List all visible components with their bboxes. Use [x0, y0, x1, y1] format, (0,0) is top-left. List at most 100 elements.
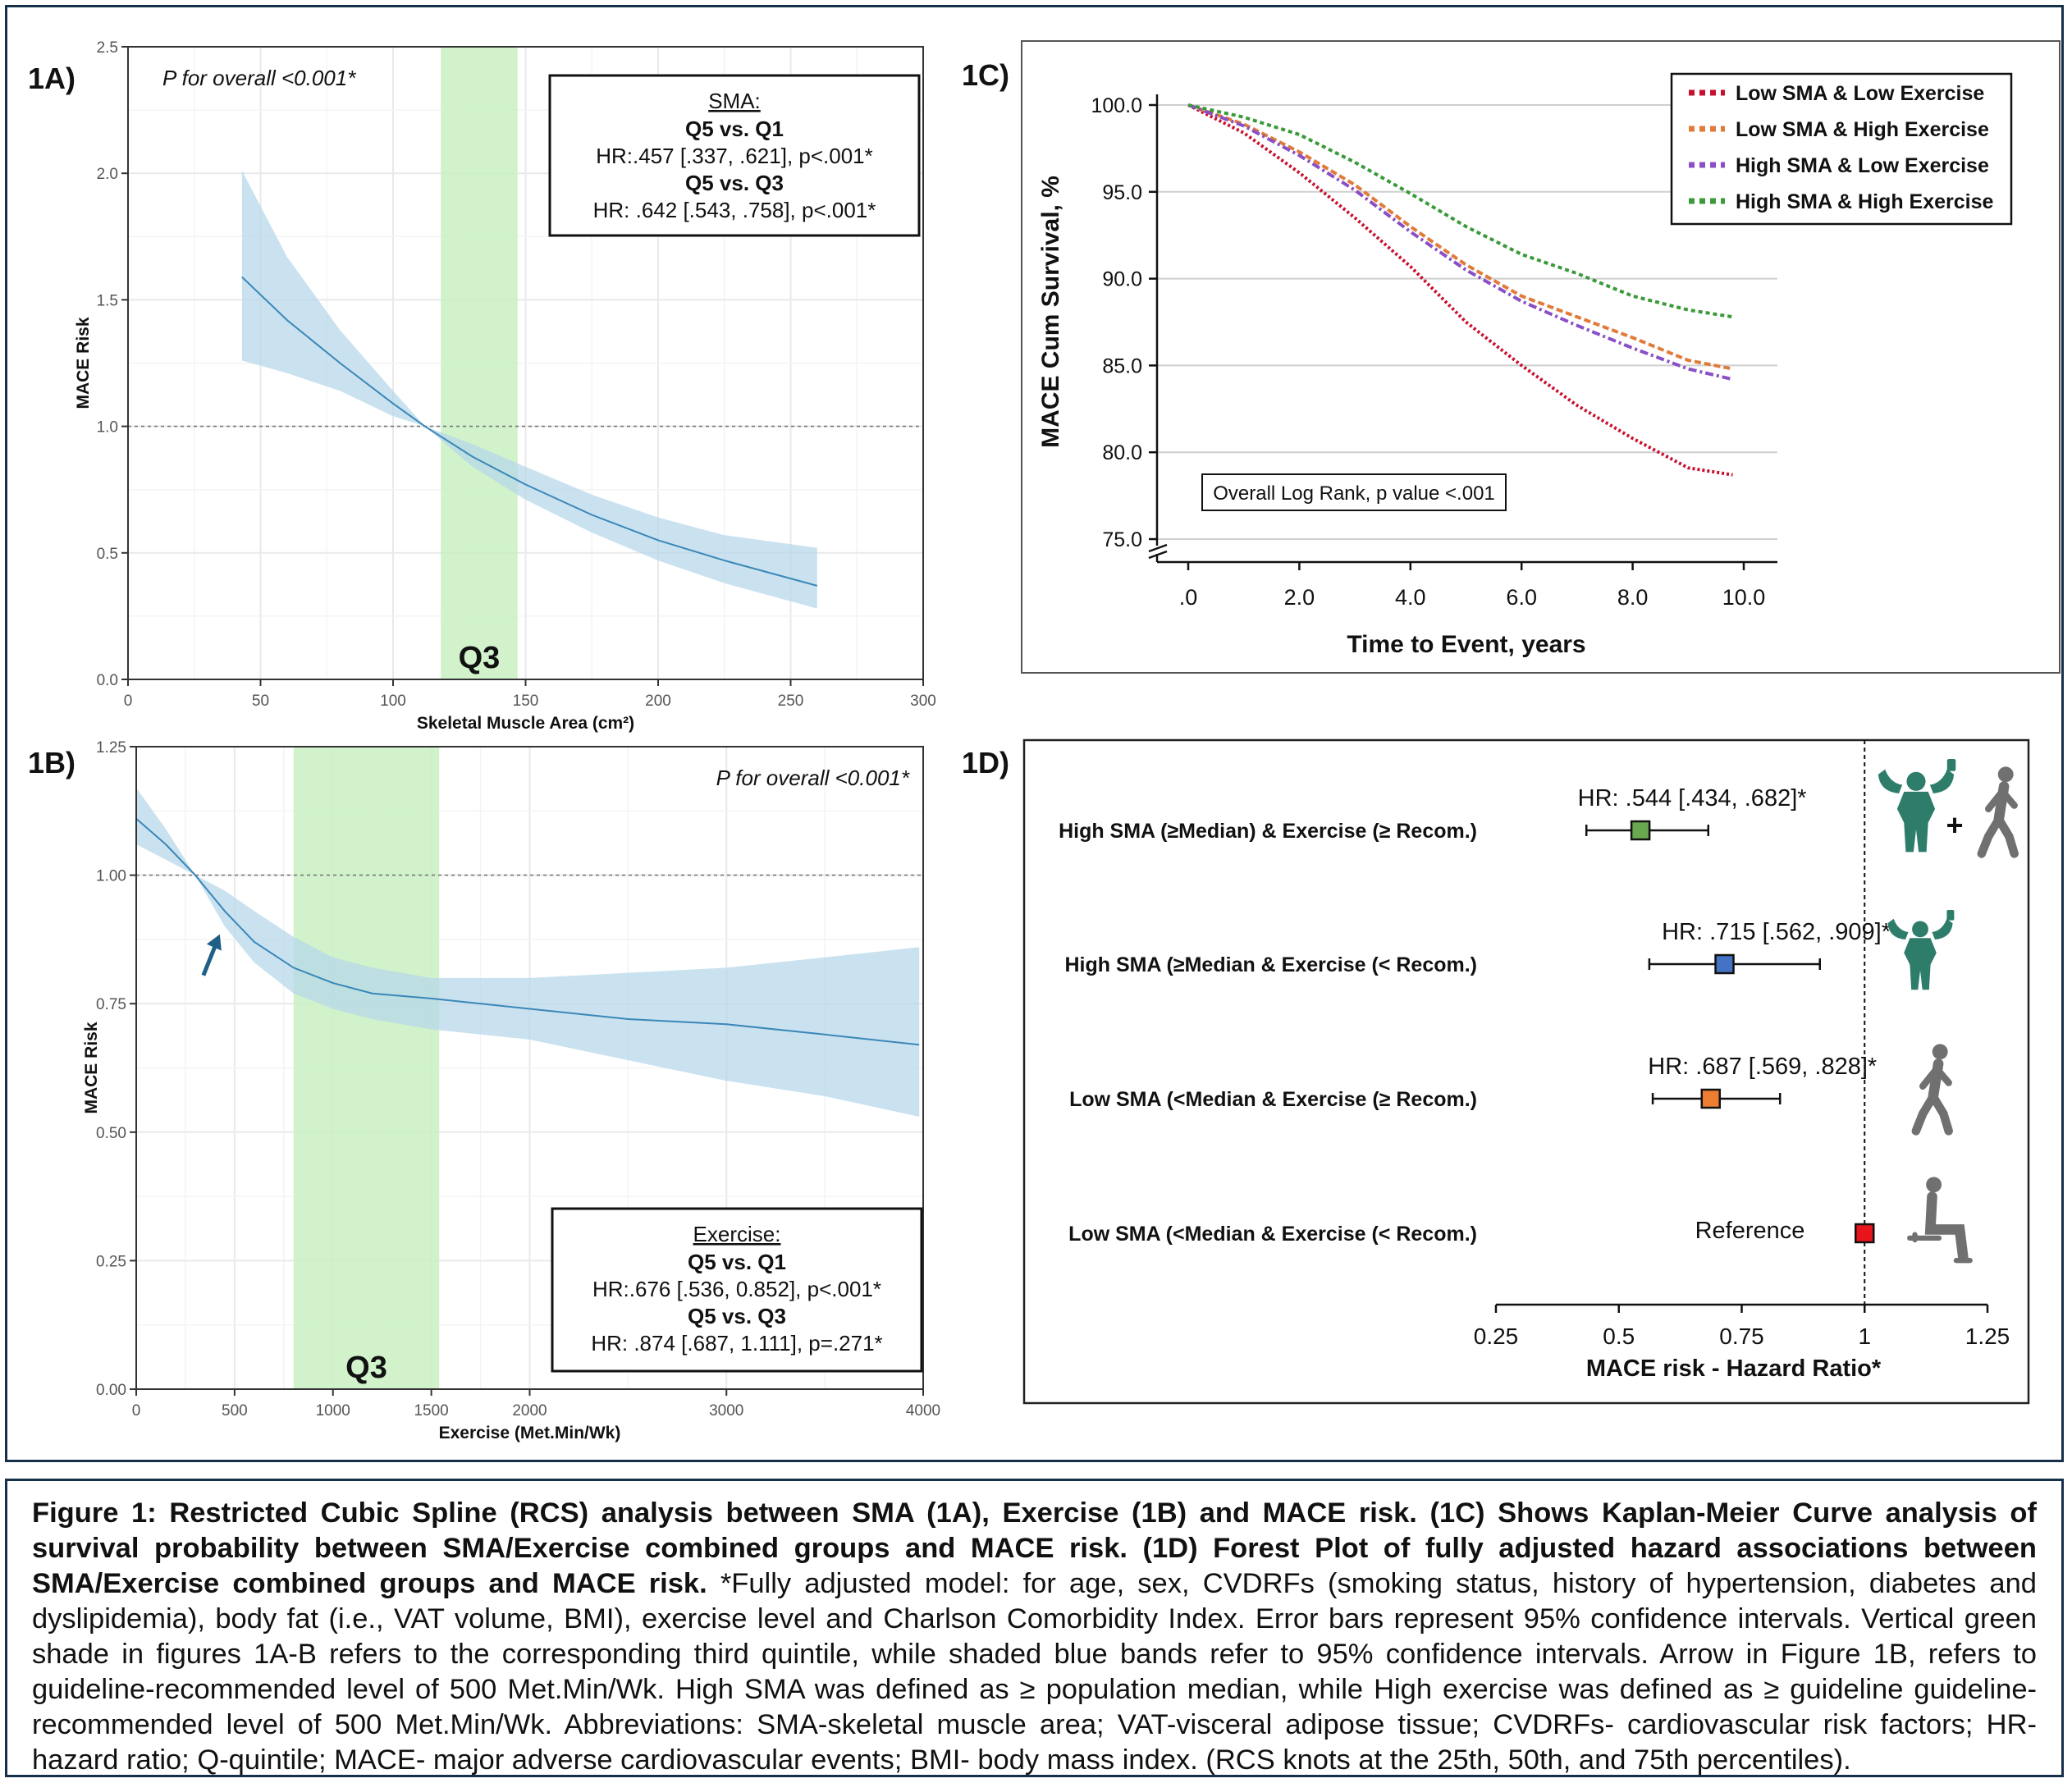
panel-label-1a: 1A)	[28, 62, 75, 95]
forest-row-label: High SMA (≥Median & Exercise (< Recom.)	[1065, 953, 1478, 976]
walker-head	[1932, 1044, 1948, 1060]
km-curve-3	[1187, 103, 1733, 382]
x-tick-label: 200	[645, 693, 671, 710]
walking-person-icon	[1977, 766, 2019, 858]
plus-icon: +	[1946, 808, 1963, 842]
forest-panel-border	[1022, 738, 2030, 1405]
y-axis-title: MACE Risk	[74, 317, 93, 409]
hr-legend-title: SMA:	[708, 89, 761, 113]
q3-shaded-region	[441, 47, 518, 679]
y-tick-label: 1.00	[96, 868, 126, 885]
x-tick-label: .0	[1179, 585, 1198, 610]
y-axis-title: MACE Risk	[82, 1022, 101, 1113]
x-tick-label: 50	[252, 693, 269, 710]
hr-legend-box	[551, 1207, 923, 1373]
x-tick-label: 1500	[414, 1402, 448, 1420]
muscle-torso	[1904, 938, 1937, 990]
q3-label: Q3	[345, 1351, 387, 1385]
hr-legend-value: HR:.457 [.337, .621], p<.001*	[596, 144, 873, 168]
muscle-right-arm	[1932, 918, 1953, 940]
km-legend-label: High SMA & High Exercise	[1736, 190, 1994, 213]
x-axis-title: Exercise (Met.Min/Wk)	[439, 1424, 621, 1442]
walking-person-icon	[1911, 1044, 1953, 1136]
x-tick-label: 6.0	[1506, 585, 1537, 610]
hr-legend-title: Exercise:	[693, 1222, 781, 1246]
x-tick-label: 2000	[512, 1402, 547, 1420]
hr-point-marker	[1855, 1223, 1875, 1244]
x-tick-label: 0.25	[1474, 1324, 1519, 1349]
y-tick-label: 0.75	[96, 996, 126, 1013]
hr-point-marker	[1630, 820, 1651, 841]
chart-1b: 1B) 0 500 1000 1500 2000 3000 4000 0.00 0.25 0.50…	[28, 739, 940, 1442]
km-curve-4	[1187, 103, 1733, 319]
caption-body-text: *Fully adjusted model: for age, sex, CVD…	[32, 1568, 2037, 1776]
km-legend-box	[1670, 72, 2013, 226]
y-tick-label: 75.0	[1102, 528, 1142, 551]
panel-label-1d: 1D)	[962, 746, 1009, 779]
walker-head	[1997, 766, 2014, 783]
hr-legend-value: HR:.676 [.536, 0.852], p<.001*	[592, 1277, 881, 1301]
x-tick-label: 1	[1858, 1324, 1871, 1349]
log-rank-box	[1201, 473, 1507, 511]
x-axis-title: MACE risk - Hazard Ratio*	[1586, 1356, 1882, 1382]
y-tick-label: 1.25	[96, 739, 126, 757]
x-tick-label: 1.25	[1965, 1324, 2010, 1349]
walker-legs	[1977, 815, 2019, 858]
x-tick-label: 300	[910, 693, 936, 710]
reference-label: Reference	[1695, 1218, 1805, 1244]
km-curve-2	[1187, 103, 1733, 371]
x-tick-label: 150	[513, 693, 539, 710]
hr-estimate-line	[241, 276, 818, 587]
chart-1c: 1C) 75.0 80.0 85.0 90.0 95.0 100.0 .0 2.0 4.0 6.0…	[962, 40, 2061, 674]
sitting-person-icon	[1907, 1177, 1973, 1264]
x-tick-label: 10.0	[1722, 585, 1766, 610]
p-overall-annotation: P for overall <0.001*	[162, 66, 356, 90]
x-tick-label: 0.5	[1603, 1324, 1635, 1349]
hr-legend-value: HR: .642 [.543, .758], p<.001*	[593, 198, 876, 222]
km-legend-label: High SMA & Low Exercise	[1736, 154, 1989, 177]
muscle-torso	[1896, 791, 1936, 853]
y-tick-label: 2.0	[97, 166, 118, 183]
chart-1d: 1D) 0.25 0.5 0.75 1 1.25 MACE risk - Hazard R…	[962, 738, 2030, 1405]
dumbbell	[1946, 759, 1956, 771]
x-tick-label: 0.75	[1719, 1324, 1764, 1349]
y-tick-label: 80.0	[1102, 441, 1142, 464]
x-tick-label: 2.0	[1284, 585, 1315, 610]
muscle-left-arm	[1887, 918, 1909, 940]
x-tick-label: 8.0	[1617, 585, 1649, 610]
hr-point-marker	[1700, 1088, 1722, 1109]
km-legend-label: Low SMA & High Exercise	[1736, 118, 1989, 141]
x-tick-label: 0	[124, 693, 133, 710]
sitter-body	[1924, 1191, 1969, 1263]
muscle-left-arm	[1878, 769, 1903, 793]
y-tick-label: 90.0	[1102, 268, 1142, 291]
x-tick-label: 100	[380, 693, 406, 710]
muscle-head	[1906, 771, 1926, 791]
axis-break-mark	[1148, 543, 1168, 553]
y-axis-title: MACE Cum Survival, %	[1037, 176, 1064, 448]
confidence-band	[136, 788, 920, 1117]
y-tick-label: 0.00	[96, 1382, 126, 1399]
y-tick-label: 0.25	[96, 1253, 126, 1270]
confidence-band	[241, 171, 817, 609]
guideline-arrow-head	[206, 934, 222, 951]
sitter-seat	[1907, 1232, 1942, 1243]
muscular-man-icon	[1878, 759, 1956, 853]
forest-row-label: High SMA (≥Median) & Exercise (≥ Recom.)	[1059, 820, 1477, 843]
forest-row-label: Low SMA (<Median & Exercise (< Recom.)	[1068, 1223, 1477, 1246]
caption-bold-text: Figure 1: Restricted Cubic Spline (RCS) …	[32, 1497, 2037, 1599]
axis-break-mark	[1148, 550, 1168, 560]
x-tick-label: 4000	[906, 1402, 940, 1420]
hr-value-label: HR: .687 [.569, .828]*	[1648, 1054, 1877, 1080]
hr-point-marker	[1714, 953, 1735, 975]
q3-shaded-region	[293, 747, 440, 1389]
km-legend-label: Low SMA & Low Exercise	[1736, 82, 1984, 105]
km-curve-1	[1187, 103, 1733, 477]
figure-caption: Figure 1: Restricted Cubic Spline (RCS) …	[5, 1479, 2064, 1777]
panel-label-1b: 1B)	[28, 746, 75, 779]
guideline-arrow-shaft	[201, 941, 219, 976]
walker-arms	[1919, 1065, 1952, 1090]
y-tick-label: 0.5	[97, 546, 118, 563]
x-tick-label: 250	[778, 693, 804, 710]
hr-legend-comparison: Q5 vs. Q1	[685, 117, 784, 141]
